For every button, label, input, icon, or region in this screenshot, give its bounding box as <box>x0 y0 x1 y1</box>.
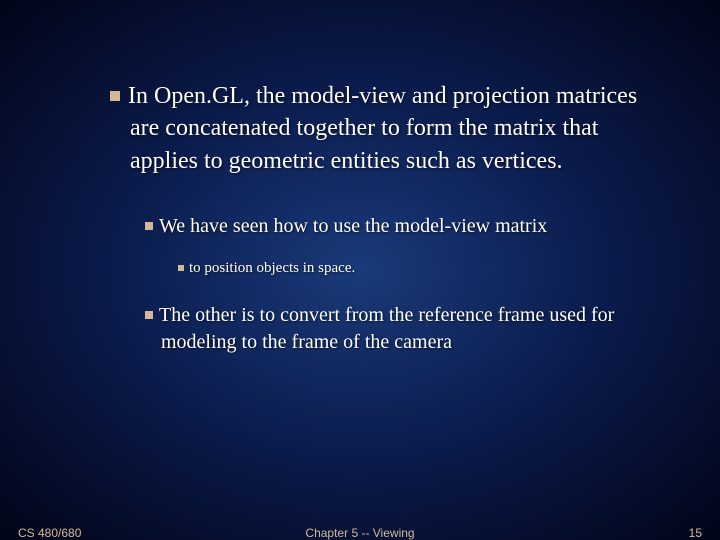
footer-page-number: 15 <box>689 526 702 540</box>
bullet-text: We have seen how to use the model-view m… <box>159 215 547 237</box>
bullet-level1: In Open.GL, the model-view and projectio… <box>110 80 670 177</box>
square-bullet-icon <box>110 91 120 101</box>
footer-chapter: Chapter 5 -- Viewing <box>305 526 414 540</box>
bullet-level2: The other is to convert from the referen… <box>145 302 670 356</box>
bullet-text: In Open.GL, the model-view and projectio… <box>128 83 637 174</box>
bullet-text: to position objects in space. <box>189 260 355 276</box>
bullet-level3: to position objects in space. <box>178 258 670 278</box>
square-bullet-icon <box>145 222 153 230</box>
slide-content: In Open.GL, the model-view and projectio… <box>0 0 720 356</box>
square-bullet-icon <box>178 265 184 271</box>
square-bullet-icon <box>145 311 153 319</box>
bullet-text: The other is to convert from the referen… <box>159 304 614 353</box>
footer-course: CS 480/680 <box>18 526 81 540</box>
bullet-level2: We have seen how to use the model-view m… <box>145 213 670 240</box>
